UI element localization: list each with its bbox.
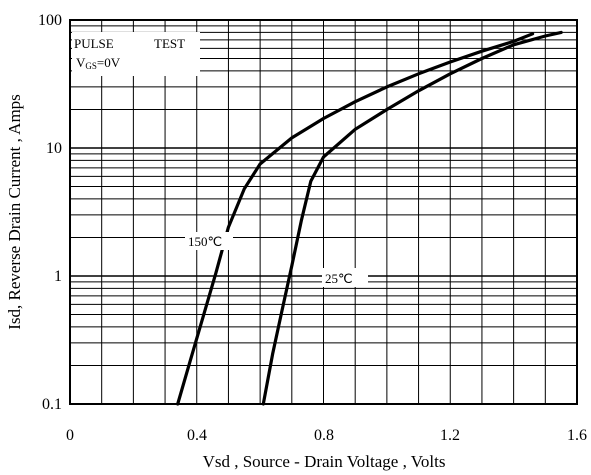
- test-note: TEST: [154, 36, 185, 51]
- x-axis-title: Vsd , Source - Drain Voltage , Volts: [203, 452, 446, 471]
- plot-frame: [69, 19, 578, 405]
- x-tick-label: 0: [66, 427, 74, 444]
- vgs-subscript: GS: [85, 61, 97, 71]
- pulse-note: PULSE: [74, 36, 114, 51]
- note-background: [72, 32, 200, 76]
- vgs-suffix: =0V: [97, 55, 121, 70]
- y-tick-label: 10: [46, 140, 62, 157]
- series-layer: [176, 30, 563, 406]
- x-tick-label: 0.4: [187, 427, 207, 444]
- y-tick-label: 1: [54, 268, 62, 285]
- series-line-0: [176, 32, 535, 406]
- series-label-bg-150: [185, 232, 233, 250]
- x-tick-label: 1.2: [440, 427, 460, 444]
- x-tick-label: 0.8: [314, 427, 334, 444]
- grid: [70, 20, 577, 404]
- vgs-note: VGS=0V: [76, 55, 121, 71]
- x-tick-label: 1.6: [567, 427, 587, 444]
- series-label-25: 25℃: [325, 271, 353, 286]
- series-label-150: 150℃: [188, 234, 222, 249]
- x-tick-labels: 0 0.4 0.8 1.2 1.6: [66, 427, 587, 444]
- y-tick-label: 100: [38, 12, 62, 29]
- series-label-bg-25: [322, 268, 368, 287]
- y-axis-title: Isd, Reverse Drain Current , Amps: [5, 94, 24, 330]
- y-tick-label: 0.1: [42, 396, 62, 413]
- vgs-prefix: V: [76, 55, 86, 70]
- y-tick-labels: 0.1 1 10 100: [38, 12, 62, 413]
- series-line-1: [261, 30, 563, 406]
